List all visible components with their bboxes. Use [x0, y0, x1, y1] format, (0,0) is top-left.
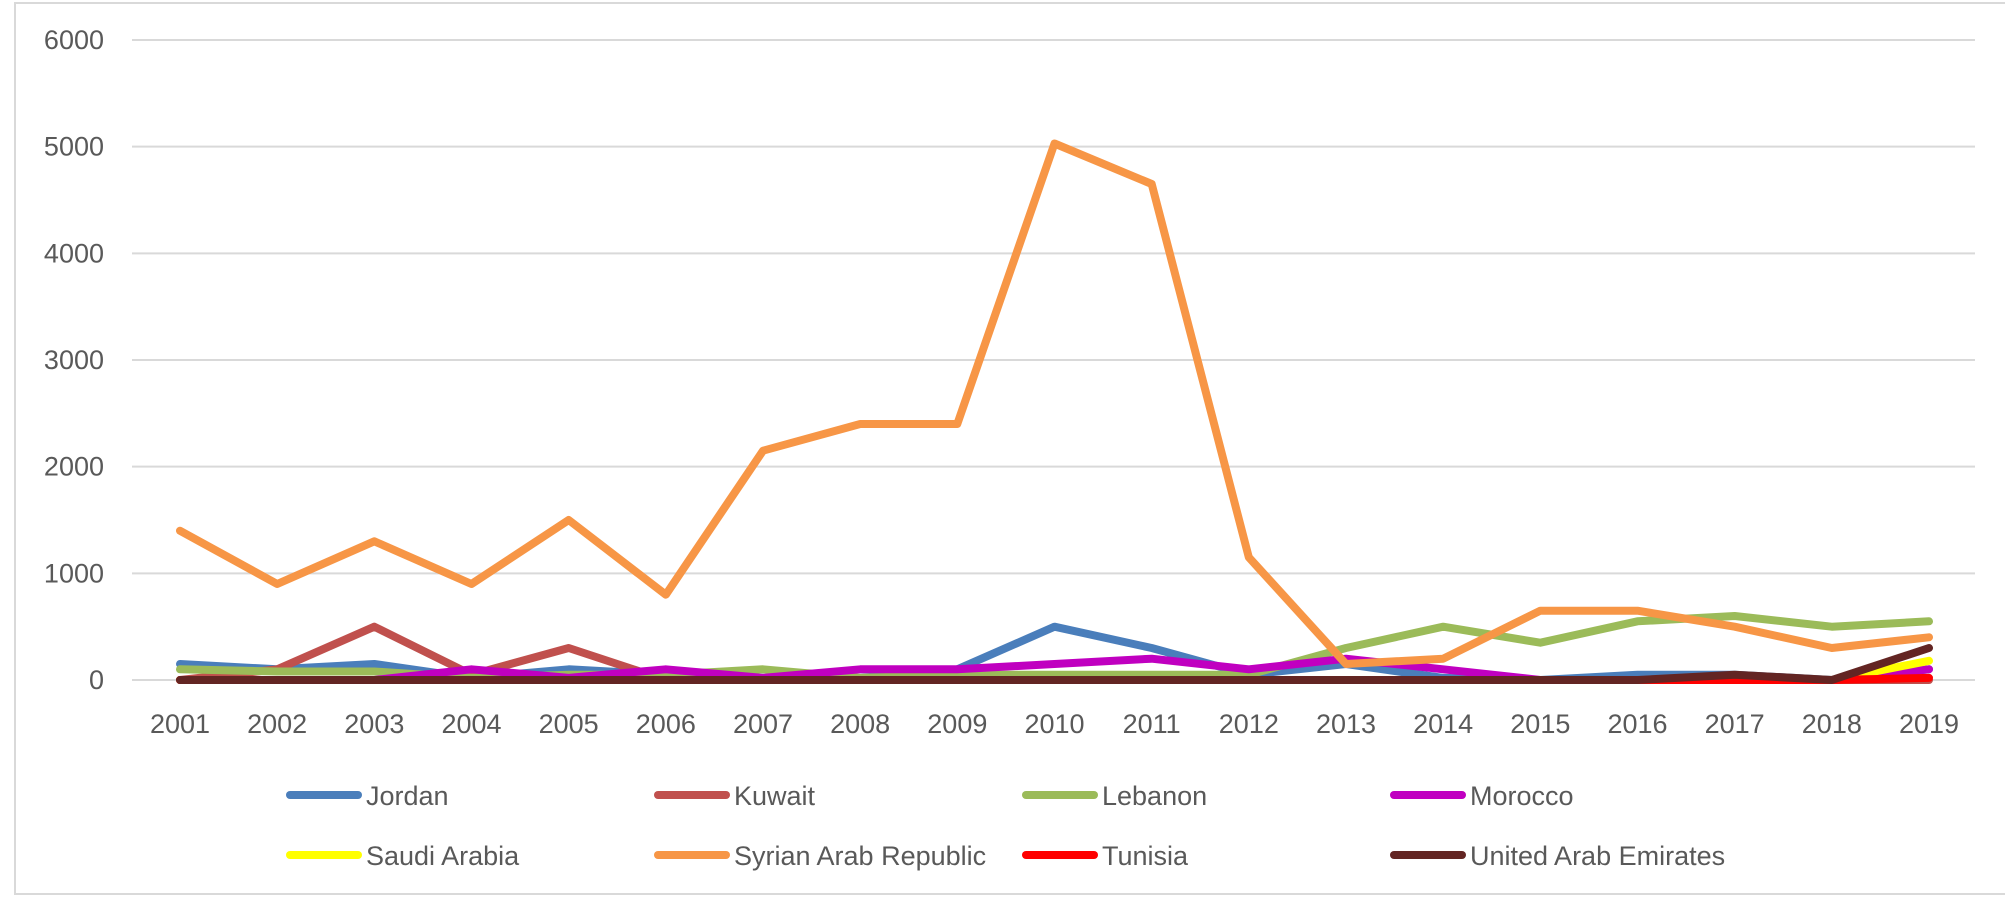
x-tick-label: 2015: [1510, 709, 1570, 739]
y-tick-label: 1000: [44, 558, 104, 588]
x-tick-label: 2004: [441, 709, 501, 739]
y-tick-label: 4000: [44, 238, 104, 268]
x-tick-label: 2016: [1607, 709, 1667, 739]
series-line-united-arab-emirates: [176, 644, 1933, 684]
x-tick-label: 2018: [1802, 709, 1862, 739]
x-tick-label: 2002: [247, 709, 307, 739]
legend-label-united-arab-emirates: United Arab Emirates: [1470, 841, 1725, 871]
x-tick-label: 2007: [733, 709, 793, 739]
legend-label-morocco: Morocco: [1470, 781, 1574, 811]
x-tick-label: 2019: [1899, 709, 1959, 739]
x-tick-label: 2010: [1024, 709, 1084, 739]
legend-label-jordan: Jordan: [366, 781, 449, 811]
y-tick-label: 3000: [44, 345, 104, 375]
x-tick-label: 2006: [636, 709, 696, 739]
x-tick-label: 2013: [1316, 709, 1376, 739]
x-tick-label: 2011: [1123, 709, 1181, 739]
x-tick-label: 2017: [1705, 709, 1765, 739]
y-tick-label: 0: [89, 665, 104, 695]
x-tick-label: 2003: [344, 709, 404, 739]
x-tick-label: 2005: [539, 709, 599, 739]
x-tick-label: 2001: [150, 709, 210, 739]
series-line-syrian-arab-republic: [176, 139, 1933, 668]
x-tick-label: 2009: [927, 709, 987, 739]
x-tick-label: 2008: [830, 709, 890, 739]
chart-frame: [14, 2, 2005, 895]
y-tick-label: 5000: [44, 132, 104, 162]
legend-label-syrian-arab-republic: Syrian Arab Republic: [734, 841, 986, 871]
y-tick-label: 6000: [44, 25, 104, 55]
x-tick-label: 2014: [1413, 709, 1473, 739]
legend-label-kuwait: Kuwait: [734, 781, 816, 811]
legend-label-lebanon: Lebanon: [1102, 781, 1207, 811]
legend-label-saudi-arabia: Saudi Arabia: [366, 841, 520, 871]
legend-label-tunisia: Tunisia: [1102, 841, 1189, 871]
x-tick-label: 2012: [1219, 709, 1279, 739]
y-tick-label: 2000: [44, 452, 104, 482]
